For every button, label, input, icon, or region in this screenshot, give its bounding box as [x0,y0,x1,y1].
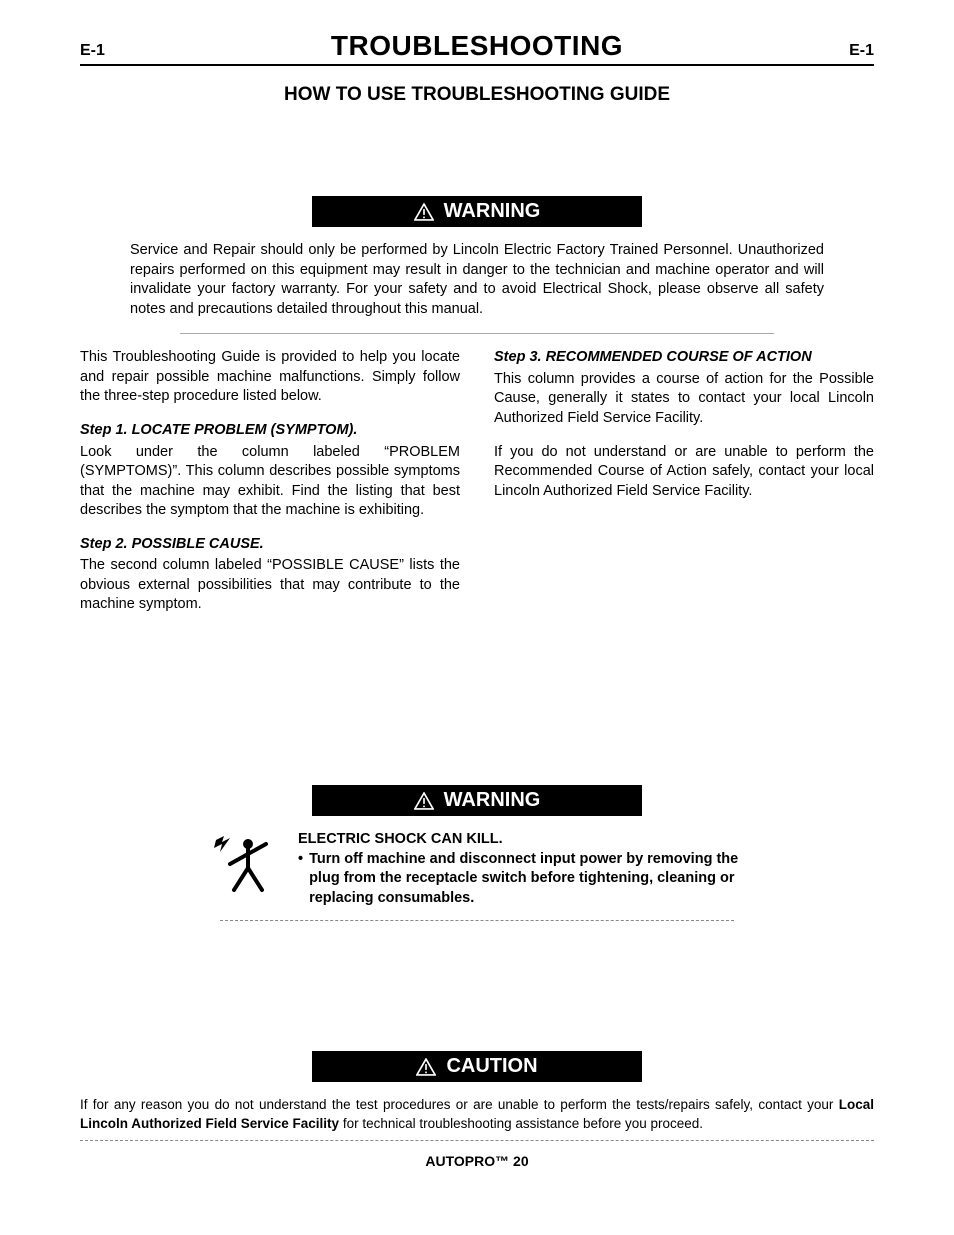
guide-columns: This Troubleshooting Guide is provided t… [80,348,874,615]
dashed-divider [220,920,734,921]
warning-banner-1: WARNING [80,196,874,227]
intro-text: This Troubleshooting Guide is provided t… [80,348,460,407]
warning-triangle-icon [416,1058,436,1076]
divider [180,333,774,334]
header-right: E-1 [849,42,874,60]
caution-banner-text: CAUTION [446,1055,537,1078]
step3-body1: This column provides a course of action … [494,370,874,429]
step1-head: Step 1. LOCATE PROBLEM (SYMPTOM). [80,421,460,441]
step2-body: The second column labeled “POSSIBLE CAUS… [80,556,460,615]
page-header: E-1 TROUBLESHOOTING E-1 [80,30,874,66]
step1-body: Look under the column labeled “PROBLEM (… [80,443,460,521]
dashed-divider-wide [80,1140,874,1141]
column-left: This Troubleshooting Guide is provided t… [80,348,460,615]
footer-product: AUTOPRO™ 20 [80,1153,874,1169]
warning-triangle-icon [414,203,434,221]
caution-body: If for any reason you do not understand … [80,1096,874,1134]
shock-title: ELECTRIC SHOCK CAN KILL. [298,830,744,850]
shock-bullet-text: Turn off machine and disconnect input po… [309,850,744,909]
caution-pre: If for any reason you do not understand … [80,1097,839,1112]
warning-1-body: Service and Repair should only be perfor… [80,241,874,319]
step3-head: Step 3. RECOMMENDED COURSE OF ACTION [494,348,874,368]
shock-warning-block: WARNING ELECTRIC SHOCK CAN KILL. • Turn … [80,785,874,921]
header-title: TROUBLESHOOTING [331,30,623,62]
bullet-icon: • [298,850,303,909]
warning-banner-1-text: WARNING [444,200,541,223]
step2-head: Step 2. POSSIBLE CAUSE. [80,535,460,555]
caution-post: for technical troubleshooting assistance… [339,1116,703,1131]
warning-triangle-icon [414,792,434,810]
electric-shock-icon [210,830,280,905]
step3-body2: If you do not understand or are unable t… [494,443,874,502]
header-left: E-1 [80,42,105,60]
warning-banner-2-text: WARNING [444,789,541,812]
column-right: Step 3. RECOMMENDED COURSE OF ACTION Thi… [494,348,874,615]
page-subhead: HOW TO USE TROUBLESHOOTING GUIDE [80,84,874,106]
caution-block: CAUTION If for any reason you do not und… [80,1051,874,1141]
warning-banner-2: WARNING [80,785,874,816]
caution-banner: CAUTION [80,1051,874,1082]
